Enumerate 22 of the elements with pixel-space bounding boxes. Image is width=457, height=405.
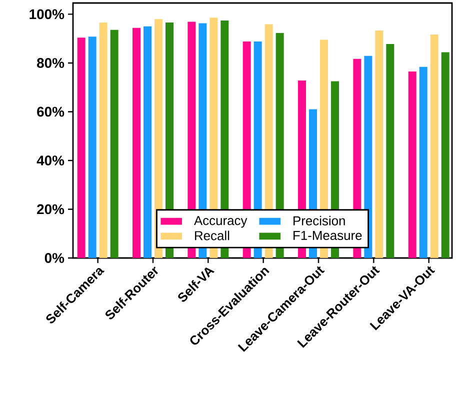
legend-label: Recall xyxy=(195,230,230,240)
legend-label: F1-Measure xyxy=(294,230,362,240)
y-tick-label: 40% xyxy=(36,156,64,166)
y-tick-label: 100% xyxy=(30,9,64,20)
legend-label: Accuracy xyxy=(194,216,248,228)
y-tick-label: 20% xyxy=(37,204,64,214)
bar xyxy=(132,28,140,258)
bar xyxy=(88,36,96,258)
bar xyxy=(375,30,384,258)
bar xyxy=(77,38,86,258)
y-tick-label: 80% xyxy=(37,58,64,68)
bar xyxy=(99,22,108,258)
y-tick-label: 0% xyxy=(44,253,64,263)
bar xyxy=(143,26,152,258)
bar xyxy=(408,72,416,258)
y-tick-label: 60% xyxy=(37,106,64,117)
bar xyxy=(386,44,394,258)
legend-label: Precision xyxy=(294,216,345,226)
bar xyxy=(419,66,428,258)
bar xyxy=(430,34,438,258)
bar xyxy=(110,30,118,258)
bar xyxy=(441,52,450,258)
